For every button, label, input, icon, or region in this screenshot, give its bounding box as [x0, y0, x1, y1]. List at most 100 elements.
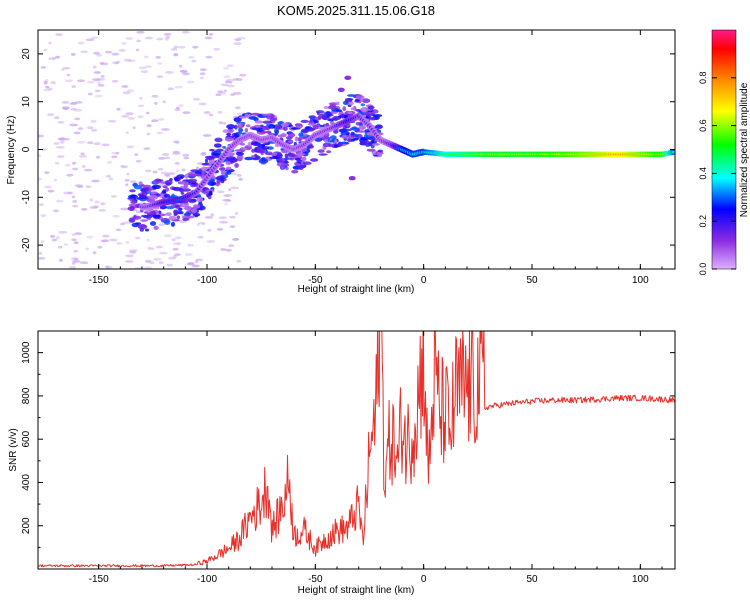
- spectrogram-noise-blob: [161, 153, 170, 156]
- spectrogram-noise-blob: [172, 150, 180, 154]
- spectrogram-band-blob: [338, 115, 342, 119]
- spectrogram-noise-blob: [123, 58, 132, 62]
- spectrogram-noise-blob: [102, 234, 110, 238]
- spectrogram-noise-blob: [91, 78, 101, 81]
- spectrogram-noise-blob: [234, 38, 242, 41]
- spectrogram-band-blob: [179, 181, 189, 185]
- spectrogram-noise-blob: [93, 51, 100, 55]
- spectrogram-band-blob: [376, 151, 383, 157]
- spectrogram-band-blob: [329, 135, 337, 140]
- spectrogram-band-blob: [219, 167, 226, 171]
- spectrogram-noise-blob: [73, 131, 81, 135]
- spectrogram-noise-blob: [161, 128, 170, 131]
- spectrogram-noise-blob: [111, 195, 117, 198]
- spectrogram-noise-blob: [223, 121, 226, 125]
- spectrogram-noise-blob: [172, 247, 179, 251]
- spectrogram-noise-blob: [233, 42, 242, 45]
- spectrogram-band-blob: [163, 219, 171, 225]
- spectrogram-ytick-label: -10: [21, 190, 32, 205]
- spectrogram-noise-blob: [228, 188, 232, 192]
- spectrogram-noise-blob: [89, 198, 93, 202]
- spectrogram-noise-blob: [80, 152, 85, 156]
- spectrogram-band-blob: [201, 162, 210, 166]
- spectrogram-band-blob: [298, 132, 304, 138]
- spectrogram-band-blob: [194, 171, 202, 174]
- spectrogram-noise-blob: [58, 259, 64, 262]
- spectrogram-noise-blob: [175, 236, 182, 240]
- spectrogram-noise-blob: [86, 81, 95, 84]
- spectrogram-band-blob: [262, 120, 273, 124]
- spectrogram-band-blob: [289, 156, 295, 161]
- spectrogram-band-blob: [342, 106, 347, 112]
- spectrogram-band-blob: [280, 148, 284, 151]
- spectrogram-noise-blob: [53, 209, 59, 213]
- spectrogram-noise-blob: [127, 117, 135, 120]
- spectrogram-noise-blob: [146, 132, 151, 136]
- spectrogram-band-blob: [244, 113, 250, 118]
- spectrogram-noise-blob: [217, 90, 224, 94]
- spectrogram-noise-blob: [126, 172, 130, 176]
- spectrogram-noise-blob: [156, 131, 164, 135]
- spectrogram-noise-blob: [136, 39, 141, 43]
- colorbar-tick-label: 0.8: [698, 72, 708, 85]
- spectrogram-band-blob: [340, 141, 349, 144]
- spectrogram-band-blob: [182, 217, 189, 221]
- spectrogram-noise-blob: [157, 62, 163, 65]
- spectrogram-noise-blob: [137, 104, 145, 108]
- spectrogram-noise-blob: [199, 76, 205, 80]
- spectrogram-noise-blob: [198, 102, 207, 106]
- spectrogram-noise-blob: [102, 239, 110, 243]
- spectrogram-band-blob: [306, 128, 315, 132]
- spectrogram-noise-blob: [163, 33, 172, 36]
- spectrogram-noise-blob: [43, 80, 48, 84]
- spectrogram-band-blob: [137, 225, 147, 228]
- spectrogram-noise-blob: [164, 173, 170, 177]
- colorbar: 0.0 0.2 0.4 0.6 0.8 Normalized spectral ampl…: [698, 29, 750, 276]
- spectrogram-noise-blob: [54, 116, 60, 120]
- spectrogram-noise-blob: [86, 235, 94, 239]
- spectrogram-band-blob: [350, 131, 355, 136]
- spectrogram-noise-blob: [220, 83, 229, 87]
- spectrogram-band-blob: [208, 163, 212, 167]
- spectrogram-band-blob: [238, 128, 244, 133]
- colorbar-tick-label: 0.0: [698, 263, 708, 276]
- spectrogram-noise-blob: [64, 107, 68, 111]
- spectrogram-noise-blob: [122, 91, 131, 95]
- spectrogram-band-blob: [151, 184, 161, 190]
- snr-ytick-label: 800: [21, 387, 32, 404]
- spectrogram-noise-blob: [136, 210, 142, 214]
- spectrogram-noise-blob: [226, 78, 235, 82]
- spectrogram-noise-blob: [123, 165, 127, 169]
- spectrogram-noise-blob: [93, 79, 101, 82]
- snr-ytick-label: 600: [21, 430, 32, 447]
- spectrogram-band-blob: [168, 215, 177, 221]
- spectrogram-band-blob: [162, 189, 167, 194]
- spectrogram-noise-blob: [93, 71, 102, 74]
- snr-xtick-label: 50: [526, 574, 538, 585]
- spectrogram-band-blob: [171, 193, 175, 197]
- spectrogram-noise-blob: [125, 183, 129, 187]
- spectrogram-noise-blob: [93, 65, 97, 69]
- colorbar-gradient: [711, 29, 737, 270]
- spectrogram-noise-blob: [203, 111, 211, 114]
- spectrogram-band-blob: [362, 98, 371, 103]
- spectrogram-noise-blob: [51, 238, 58, 242]
- spectrogram-noise-blob: [56, 236, 60, 240]
- spectrogram-band-blob: [187, 198, 197, 203]
- spectrogram-noise-blob: [201, 151, 207, 155]
- spectrogram-band-blob: [356, 130, 366, 133]
- spectrogram-noise-blob: [187, 262, 195, 265]
- spectrogram-band-blob: [244, 127, 249, 133]
- spectrogram-noise-blob: [120, 207, 130, 211]
- spectrogram-noise-blob: [178, 45, 186, 49]
- spectrogram-noise-blob: [85, 185, 92, 189]
- spectrogram-band-blob: [152, 214, 161, 218]
- spectrogram-noise-blob: [159, 251, 168, 255]
- spectrogram-band-blob: [220, 170, 226, 176]
- spectrogram-noise-blob: [50, 81, 56, 85]
- spectrogram-band-blob: [222, 129, 230, 133]
- spectrogram-noise-blob: [120, 164, 124, 168]
- spectrogram-noise-blob: [116, 242, 122, 245]
